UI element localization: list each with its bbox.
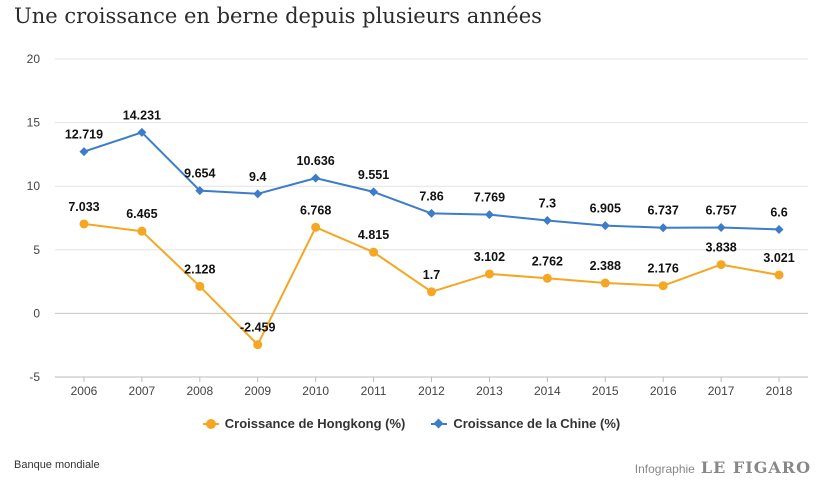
data-point-chine	[774, 224, 784, 234]
y-tick-label: 10	[27, 179, 41, 193]
data-point-hongkong	[774, 270, 784, 280]
legend-label-chine: Croissance de la Chine (%)	[453, 416, 621, 431]
x-tick-label: 2015	[592, 384, 619, 398]
data-label-hongkong: 7.033	[68, 200, 99, 214]
data-point-hongkong	[427, 287, 436, 297]
y-tick-label: 5	[33, 243, 40, 257]
data-label-hongkong: 2.176	[648, 262, 679, 276]
data-point-chine	[716, 222, 726, 232]
data-label-chine: 9.654	[184, 167, 215, 181]
data-point-chine	[600, 221, 610, 231]
data-label-hongkong: -2.459	[240, 321, 275, 335]
data-label-chine: 7.3	[539, 197, 556, 211]
data-label-hongkong: 1.7	[423, 268, 440, 282]
data-label-hongkong: 3.021	[763, 251, 794, 265]
data-label-chine: 6.905	[590, 202, 621, 216]
data-point-chine	[195, 186, 205, 196]
data-label-chine: 6.6	[770, 205, 787, 219]
data-point-chine	[253, 189, 263, 199]
source-note: Banque mondiale	[14, 459, 100, 471]
data-label-chine: 12.719	[65, 128, 103, 142]
data-label-chine: 6.757	[705, 203, 736, 217]
data-point-hongkong	[716, 260, 726, 270]
x-tick-label: 2008	[186, 384, 213, 398]
y-tick-label: 20	[27, 52, 41, 66]
brand-logo: LE FIGARO	[700, 458, 811, 477]
chart-legend: Croissance de Hongkong (%) Croissance de…	[0, 416, 823, 431]
data-label-hongkong: 2.388	[590, 259, 621, 273]
data-point-hongkong	[600, 278, 610, 288]
x-tick-label: 2014	[534, 384, 561, 398]
data-point-chine	[427, 208, 436, 218]
data-point-chine	[484, 210, 494, 220]
legend-item-chine[interactable]: Croissance de la Chine (%)	[431, 416, 620, 431]
data-label-chine: 14.231	[123, 108, 161, 122]
legend-swatch-chine	[431, 418, 448, 430]
x-tick-label: 2018	[766, 384, 793, 398]
credit-label: Infographie	[634, 462, 695, 476]
x-tick-label: 2013	[476, 384, 503, 398]
legend-marker-chine	[433, 418, 444, 428]
x-tick-label: 2010	[302, 384, 329, 398]
x-tick-label: 2012	[418, 384, 445, 398]
x-tick-label: 2016	[650, 384, 677, 398]
series-line-hongkong	[83, 222, 780, 346]
data-point-hongkong	[369, 247, 379, 257]
data-point-hongkong	[79, 219, 89, 229]
data-label-chine: 7.769	[474, 191, 505, 205]
data-point-chine	[542, 216, 552, 226]
data-point-chine	[369, 187, 379, 197]
data-label-hongkong: 2.762	[532, 254, 563, 268]
data-label-chine: 9.4	[249, 170, 266, 184]
data-point-chine	[79, 147, 89, 157]
credit: Infographie LE FIGARO	[635, 458, 811, 477]
data-label-hongkong: 3.102	[474, 250, 505, 264]
data-point-hongkong	[542, 273, 552, 283]
data-label-hongkong: 6.465	[126, 207, 157, 221]
x-tick-label: 2007	[129, 384, 156, 398]
data-point-hongkong	[137, 226, 147, 236]
x-tick-label: 2006	[71, 384, 98, 398]
data-point-chine	[311, 173, 321, 183]
legend-label-hongkong: Croissance de Hongkong (%)	[224, 416, 406, 431]
data-point-hongkong	[253, 340, 263, 350]
x-tick-label: 2017	[708, 384, 735, 398]
x-tick-label: 2011	[361, 384, 387, 398]
data-point-hongkong	[658, 281, 668, 291]
chart-title: Une croissance en berne depuis plusieurs…	[14, 4, 542, 28]
data-point-chine	[658, 223, 668, 233]
data-label-hongkong: 3.838	[705, 241, 736, 255]
data-label-chine: 6.737	[648, 204, 679, 218]
data-label-chine: 7.86	[419, 189, 443, 203]
y-tick-label: 15	[27, 116, 41, 130]
x-tick-label: 2009	[244, 384, 271, 398]
legend-marker-hongkong	[205, 418, 216, 429]
data-point-chine	[137, 127, 147, 137]
y-tick-label: 0	[33, 306, 40, 320]
data-label-hongkong: 4.815	[358, 228, 389, 242]
y-tick-label: -5	[29, 370, 40, 384]
data-point-hongkong	[195, 281, 205, 291]
data-label-hongkong: 2.128	[184, 262, 215, 276]
data-label-chine: 10.636	[297, 154, 335, 168]
data-label-chine: 9.551	[358, 168, 389, 182]
legend-swatch-hongkong	[202, 418, 219, 430]
legend-item-hongkong[interactable]: Croissance de Hongkong (%)	[202, 416, 406, 431]
data-label-hongkong: 6.768	[300, 203, 331, 217]
data-point-hongkong	[484, 269, 494, 279]
data-point-hongkong	[311, 222, 321, 232]
